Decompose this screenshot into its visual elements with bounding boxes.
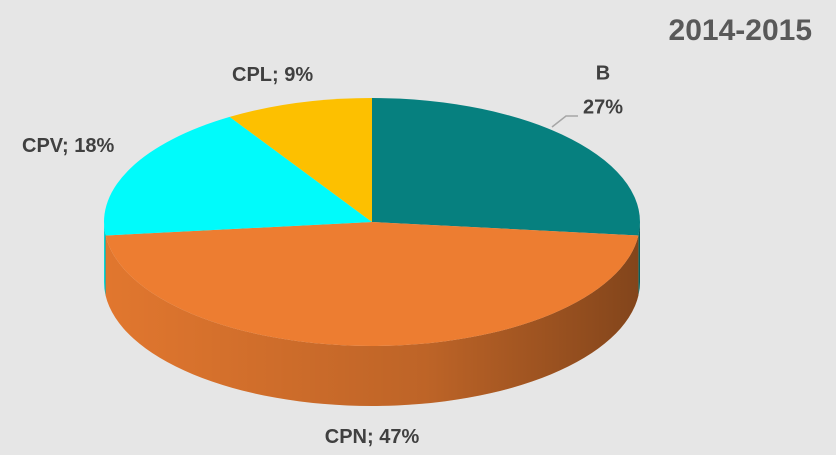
label-value: 9% [284,64,313,86]
pie-sides [104,222,640,406]
label-separator: ; [62,135,74,157]
label-category: CPN [325,426,367,448]
data-labels: B 27% CPN; 47% CPV; 18% CPL; 9% [22,62,623,448]
pie-slice [104,116,373,236]
pie-slice [229,98,372,222]
pie-side-shade [638,222,640,296]
label-value: 18% [74,135,114,157]
pie-side-shade [105,235,639,406]
data-label: CPL; 9% [232,64,313,86]
data-label-value: 27% [583,96,623,118]
label-separator: ; [272,64,284,86]
pie-slice [372,98,640,236]
label-category: CPL [232,64,272,86]
data-label-category: B [596,62,610,84]
chart-title: 2014-2015 [669,14,812,47]
label-value: 47% [379,426,419,448]
data-label: CPN; 47% [325,426,420,448]
pie-slice [105,222,639,346]
data-label: CPV; 18% [22,135,114,157]
label-category: CPV [22,135,64,157]
label-separator: ; [367,426,379,448]
pie-tops [104,98,640,346]
pie-side-shade [104,222,106,296]
leader-line [551,115,578,128]
